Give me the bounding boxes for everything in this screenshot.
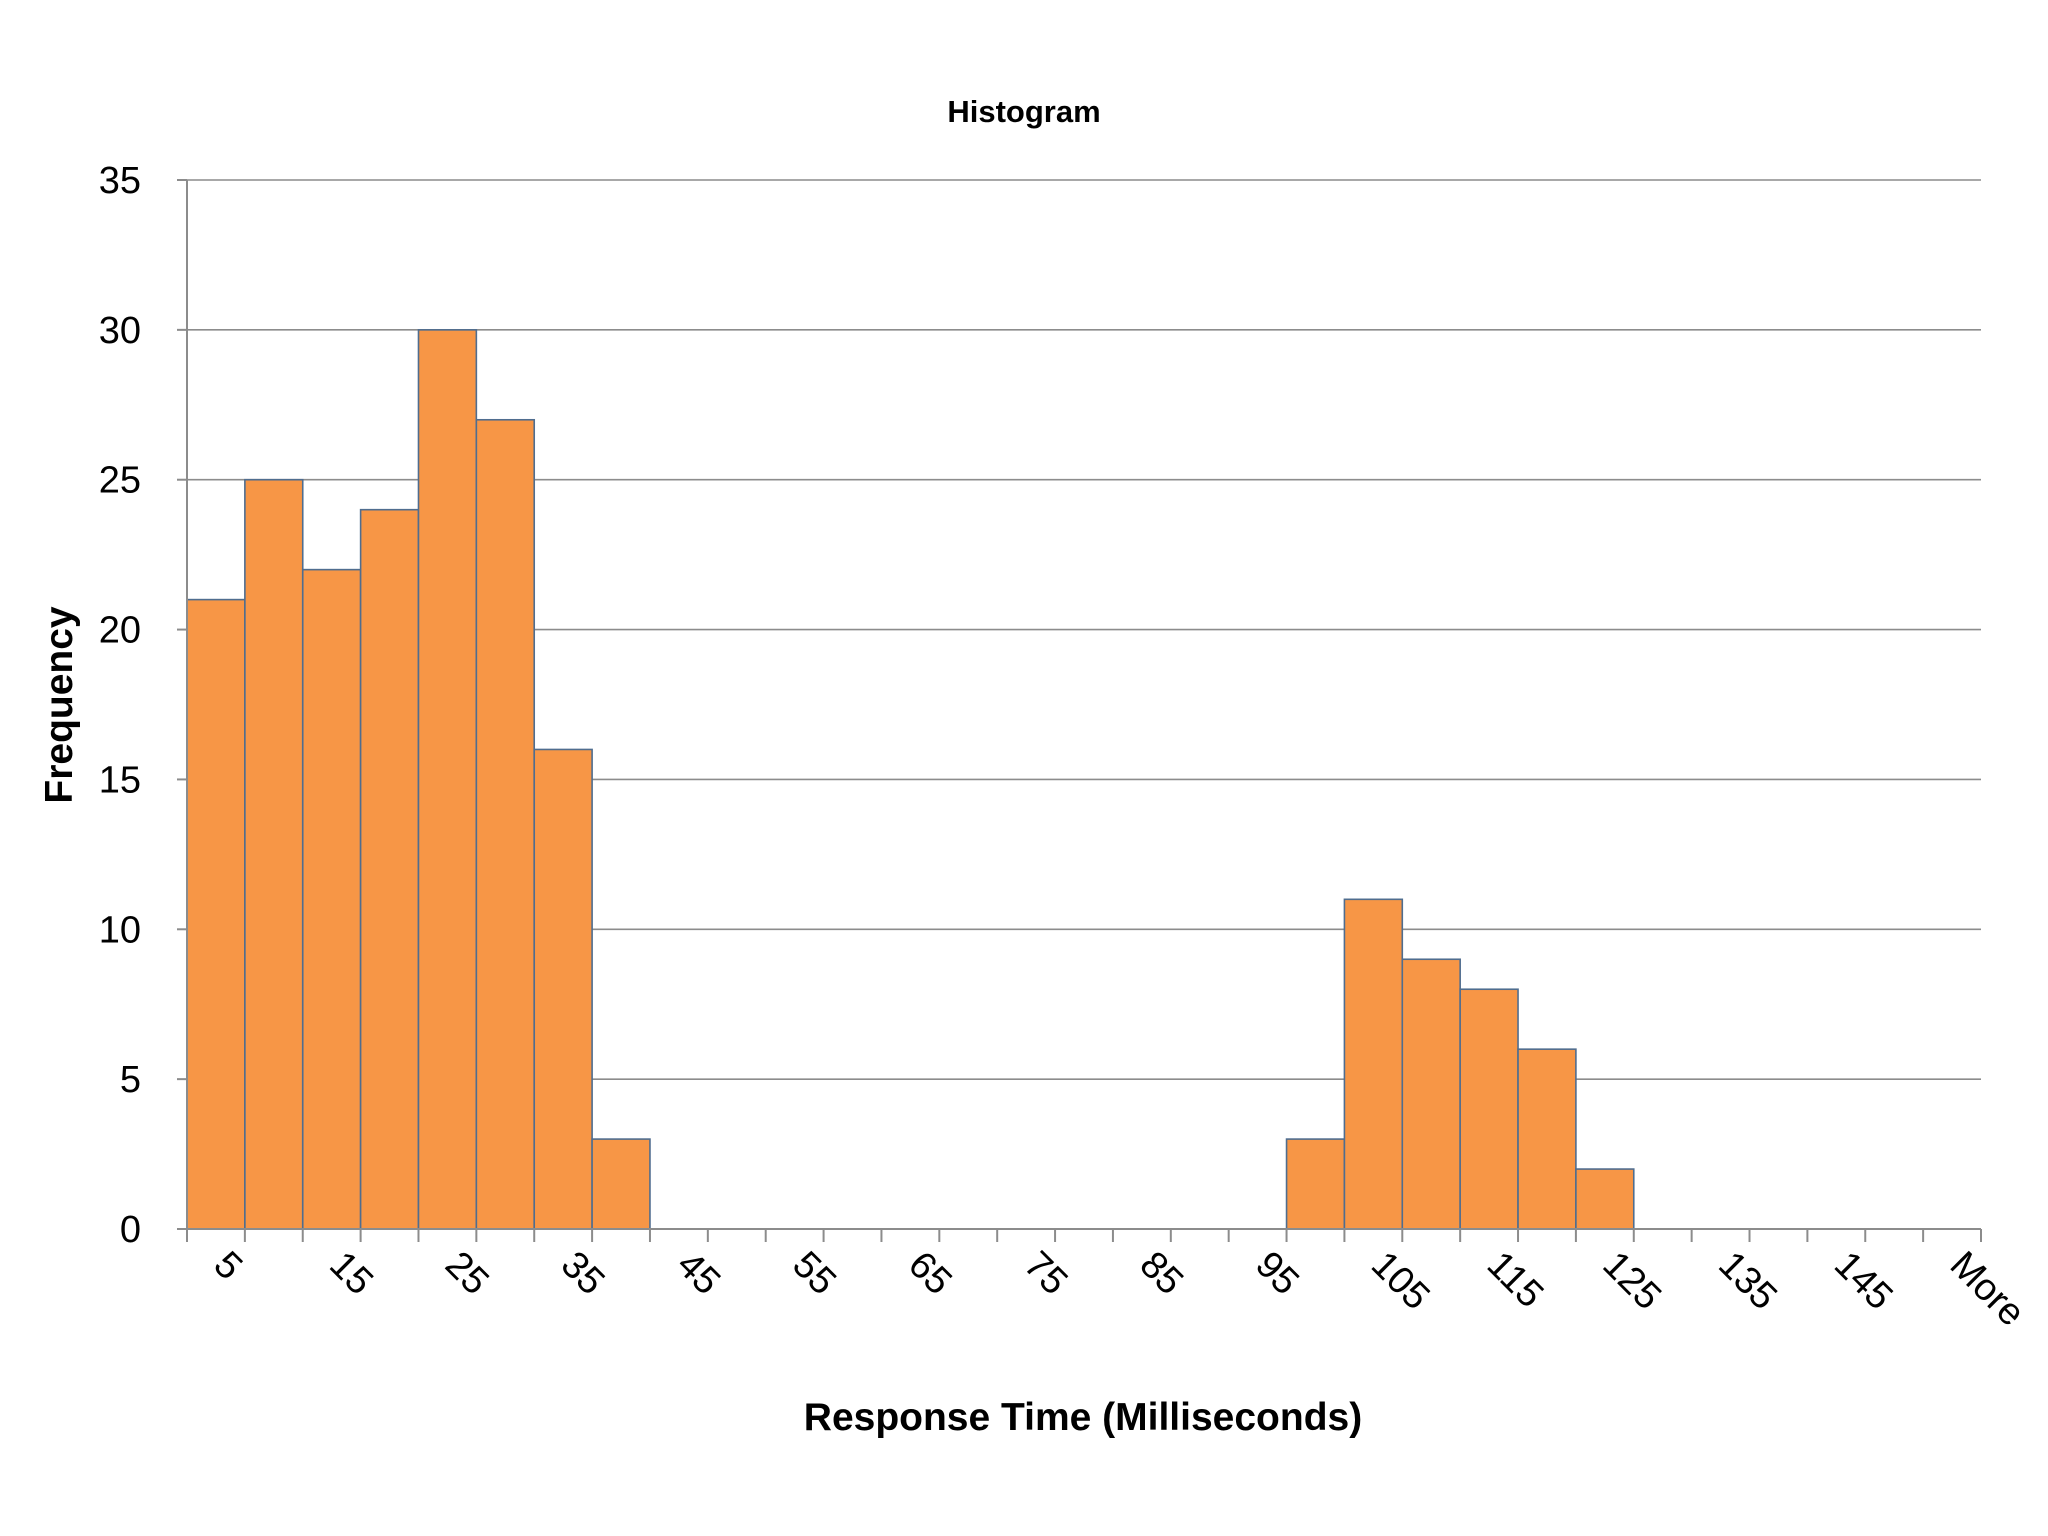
bars (186, 329, 1635, 1230)
x-tick-label: 45 (669, 1244, 729, 1304)
bar (1285, 1138, 1346, 1230)
x-axis-title: Response Time (Milliseconds) (804, 1396, 1362, 1439)
bar (1517, 1048, 1577, 1230)
bar (1401, 958, 1461, 1230)
axes (177, 179, 1982, 1242)
y-tick-label: 5 (120, 1059, 141, 1101)
bar (533, 748, 593, 1230)
x-tick-label: 125 (1594, 1244, 1669, 1319)
y-tick-label: 20 (99, 610, 141, 652)
x-tick-label: 15 (321, 1244, 381, 1304)
x-tick-label: 75 (1016, 1244, 1076, 1304)
bar (301, 568, 362, 1230)
x-tick-labels: 5 15 25 35 45 55 65 75 85 95 105 115 125 135 145 More (206, 1244, 2033, 1335)
chart-title: Histogram (947, 94, 1100, 129)
y-tick-label: 35 (99, 160, 141, 202)
x-tick-label: 55 (784, 1244, 844, 1304)
y-axis-title: Frequency (38, 606, 81, 804)
bar (591, 1138, 651, 1230)
x-tick-label: More (1942, 1244, 2033, 1335)
y-tick-label: 0 (120, 1209, 141, 1251)
y-tick-label: 15 (99, 759, 141, 801)
x-tick-label: 65 (900, 1244, 960, 1304)
x-tick-label: 5 (206, 1244, 251, 1289)
x-tick-label: 35 (553, 1244, 613, 1304)
bar (359, 508, 420, 1230)
y-tick-label: 10 (99, 909, 141, 951)
x-tick-label: 95 (1247, 1244, 1307, 1304)
y-tick-label: 25 (99, 460, 141, 502)
bar (1575, 1168, 1635, 1230)
bar (1459, 988, 1519, 1230)
x-tick-label: 105 (1363, 1244, 1438, 1319)
y-tick-label: 30 (99, 310, 141, 352)
x-tick-label: 115 (1479, 1244, 1552, 1317)
y-tick-labels: 0 5 10 15 20 25 30 35 (99, 160, 141, 1251)
x-tick-label: 85 (1132, 1244, 1192, 1304)
bar (186, 598, 246, 1230)
bar (475, 418, 536, 1230)
x-tick-label: 145 (1826, 1244, 1901, 1319)
bar (417, 329, 478, 1230)
bar (244, 478, 304, 1230)
bar (1343, 898, 1404, 1230)
x-tick-label: 135 (1710, 1244, 1785, 1319)
x-tick-label: 25 (437, 1244, 497, 1304)
